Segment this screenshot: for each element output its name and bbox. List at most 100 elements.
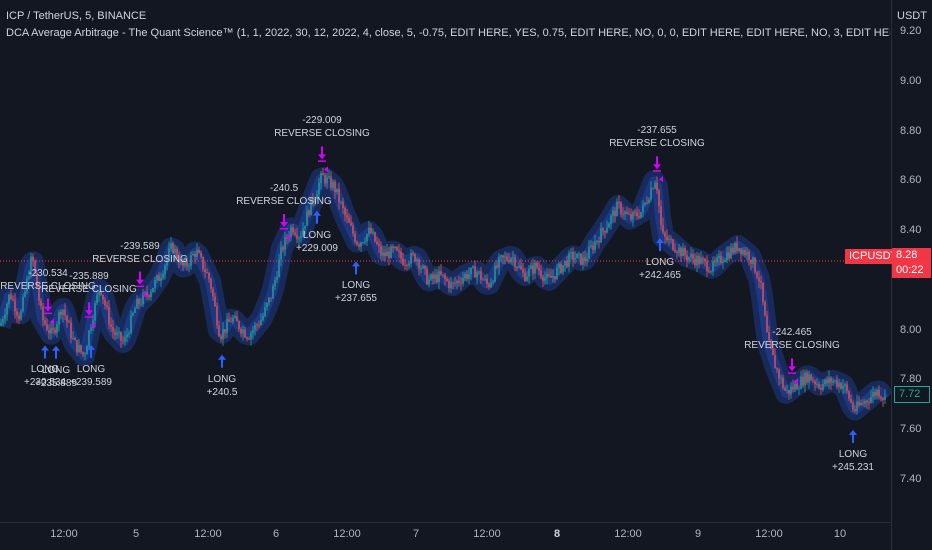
candle (72, 331, 74, 340)
candle (610, 213, 612, 230)
candle (124, 331, 126, 346)
candle (254, 322, 256, 336)
candle (504, 251, 506, 265)
candle (502, 254, 504, 265)
candle (848, 390, 850, 401)
candle (784, 385, 786, 392)
price-tick: 7.60 (900, 423, 922, 436)
candle (252, 326, 254, 340)
candle (380, 241, 382, 261)
candle (770, 339, 772, 350)
candle (740, 248, 742, 262)
candle (324, 172, 326, 188)
candle (106, 301, 108, 311)
candle (570, 247, 572, 260)
candle (598, 236, 600, 249)
candle (342, 197, 344, 215)
long-entry-arrow (218, 354, 226, 368)
candle (308, 209, 310, 218)
candle (430, 273, 432, 281)
long-value: +242.465 (639, 270, 681, 282)
candle (258, 320, 260, 329)
long-value: +237.655 (335, 293, 377, 305)
candle (472, 264, 474, 269)
candle (88, 330, 90, 350)
candle (586, 252, 588, 267)
time-tick: 12:00 (50, 528, 78, 540)
candle (270, 297, 272, 302)
candle (852, 400, 854, 412)
close-word: REVERSE CLOSING (274, 128, 370, 140)
candle (422, 264, 424, 270)
candle (242, 325, 244, 341)
candle (664, 231, 666, 244)
candle (220, 334, 222, 343)
time-tick: 12:00 (333, 528, 361, 540)
candle (418, 257, 420, 276)
time-tick: 12:00 (614, 528, 642, 540)
candle (882, 397, 884, 407)
candle (626, 206, 628, 215)
candle (104, 296, 106, 310)
price-tick: 8.80 (900, 124, 922, 137)
current-symbol-badge: ICPUSDT (845, 249, 902, 264)
candle (836, 375, 838, 390)
close-marker (286, 234, 290, 241)
candle (822, 379, 824, 392)
candle (140, 298, 142, 307)
candle (854, 405, 856, 414)
candle (884, 389, 886, 405)
candle (470, 267, 472, 281)
candle (126, 327, 128, 343)
candle (428, 274, 430, 288)
long-value: +235.889 (35, 377, 77, 389)
candle (774, 348, 776, 369)
candle (576, 253, 578, 259)
candle (250, 330, 252, 346)
candle (584, 250, 586, 267)
candle (394, 246, 396, 250)
candle (312, 193, 314, 207)
time-axis-divider (0, 522, 891, 523)
candle (444, 272, 446, 286)
price-plot[interactable] (0, 0, 891, 522)
candle (838, 378, 840, 393)
candle (350, 215, 352, 227)
candle (614, 207, 616, 223)
candle (20, 308, 22, 321)
candle (404, 258, 406, 271)
candle (192, 251, 194, 256)
candle (262, 312, 264, 322)
candle (150, 289, 152, 301)
reverse-close-label: -242.465 REVERSE CLOSING (744, 326, 840, 352)
long-value: +240.5 (206, 386, 238, 398)
candle (332, 179, 334, 191)
time-tick: 12:00 (473, 528, 501, 540)
candle (480, 266, 482, 284)
candle (482, 277, 484, 281)
candle (582, 251, 584, 270)
candle (434, 268, 436, 284)
candle (782, 375, 784, 391)
candle (98, 291, 100, 302)
long-entry-arrow (41, 345, 49, 359)
candle (74, 336, 76, 341)
candle (228, 312, 230, 322)
candle (768, 325, 770, 341)
candle (108, 300, 110, 330)
currency-label[interactable]: USDT (897, 10, 927, 22)
symbol-title[interactable]: ICP / TetherUS, 5, BINANCE (6, 10, 147, 22)
candle (134, 306, 136, 314)
close-marker (659, 176, 663, 183)
close-value: -230.534 (28, 267, 68, 279)
close-marker (50, 318, 54, 325)
candle (14, 293, 16, 319)
close-marker (91, 322, 95, 329)
candle (842, 379, 844, 394)
candle (278, 253, 280, 278)
candle (218, 320, 220, 338)
candle (750, 259, 752, 271)
indicator-title[interactable]: DCA Average Arbitrage - The Quant Scienc… (6, 27, 890, 39)
candle (766, 310, 768, 333)
